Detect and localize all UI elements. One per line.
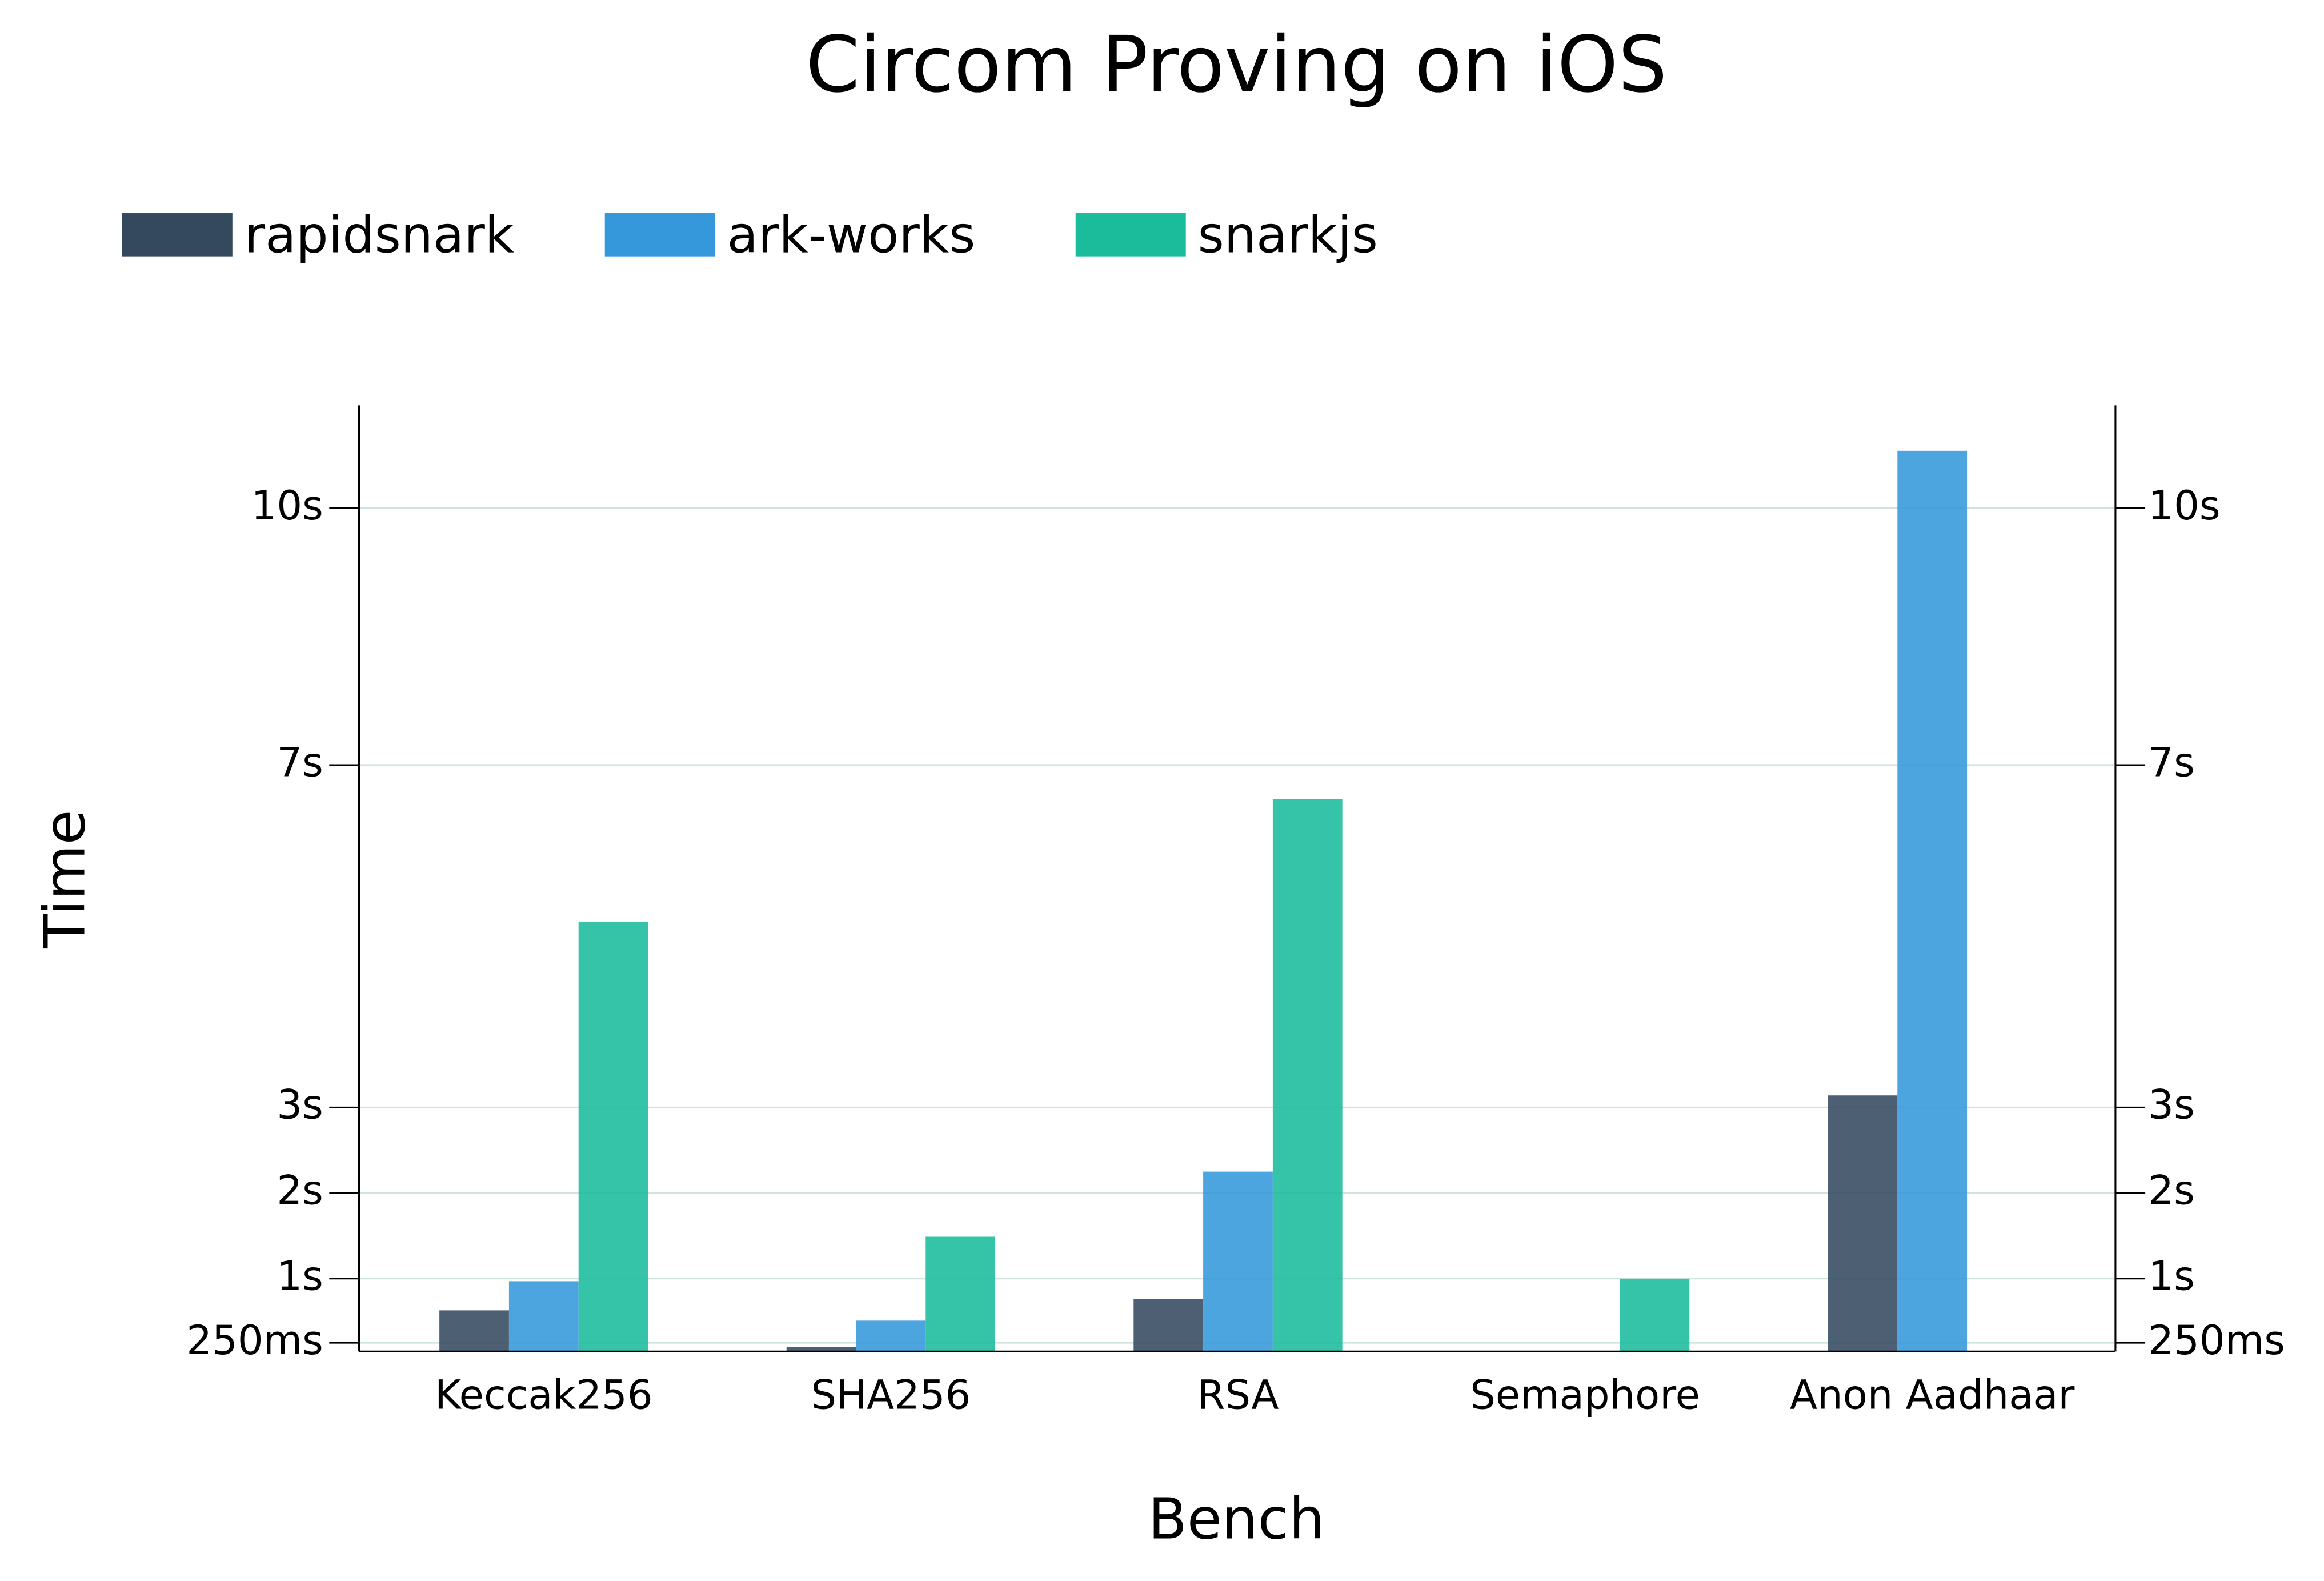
- y-tick-label: 250ms: [186, 1317, 323, 1364]
- y-axis-label: Time: [32, 810, 98, 948]
- bar: [1897, 450, 1968, 1352]
- bar: [856, 1320, 926, 1352]
- x-tick-label: SHA256: [811, 1372, 971, 1419]
- y-tick-label: 10s: [251, 482, 323, 529]
- bar: [786, 1347, 856, 1352]
- legend-label: ark-works: [727, 206, 976, 265]
- y-tick-label: 7s: [277, 739, 323, 786]
- legend-swatch: [1075, 213, 1186, 257]
- y2-tick-label: 250ms: [2148, 1317, 2285, 1364]
- y2-tick-label: 7s: [2148, 739, 2194, 786]
- x-axis-label: Bench: [1148, 1487, 1325, 1552]
- bar: [1828, 1095, 1898, 1352]
- bar: [439, 1310, 509, 1352]
- y2-tick-label: 10s: [2148, 482, 2220, 529]
- chart-title: Circom Proving on iOS: [806, 19, 1667, 110]
- bar: [1620, 1278, 1690, 1352]
- bar: [508, 1281, 579, 1352]
- y2-tick-label: 1s: [2148, 1252, 2194, 1299]
- x-tick-label: Anon Aadhaar: [1790, 1372, 2075, 1419]
- legend-label: snarkjs: [1198, 206, 1378, 265]
- bar: [1272, 799, 1343, 1352]
- legend-swatch: [604, 213, 715, 257]
- x-tick-label: Keccak256: [435, 1372, 653, 1419]
- y-tick-label: 1s: [277, 1252, 323, 1299]
- y-tick-label: 2s: [277, 1167, 323, 1214]
- y2-tick-label: 2s: [2148, 1167, 2194, 1214]
- y-tick-label: 3s: [277, 1082, 323, 1128]
- legend-swatch: [122, 213, 233, 257]
- x-tick-label: RSA: [1197, 1372, 1279, 1419]
- x-tick-label: Semaphore: [1470, 1372, 1700, 1419]
- bar: [1203, 1171, 1273, 1352]
- y2-tick-label: 3s: [2148, 1082, 2194, 1128]
- legend-label: rapidsnark: [245, 206, 515, 265]
- bar: [578, 922, 648, 1352]
- bar: [925, 1236, 996, 1352]
- bar: [1133, 1299, 1204, 1352]
